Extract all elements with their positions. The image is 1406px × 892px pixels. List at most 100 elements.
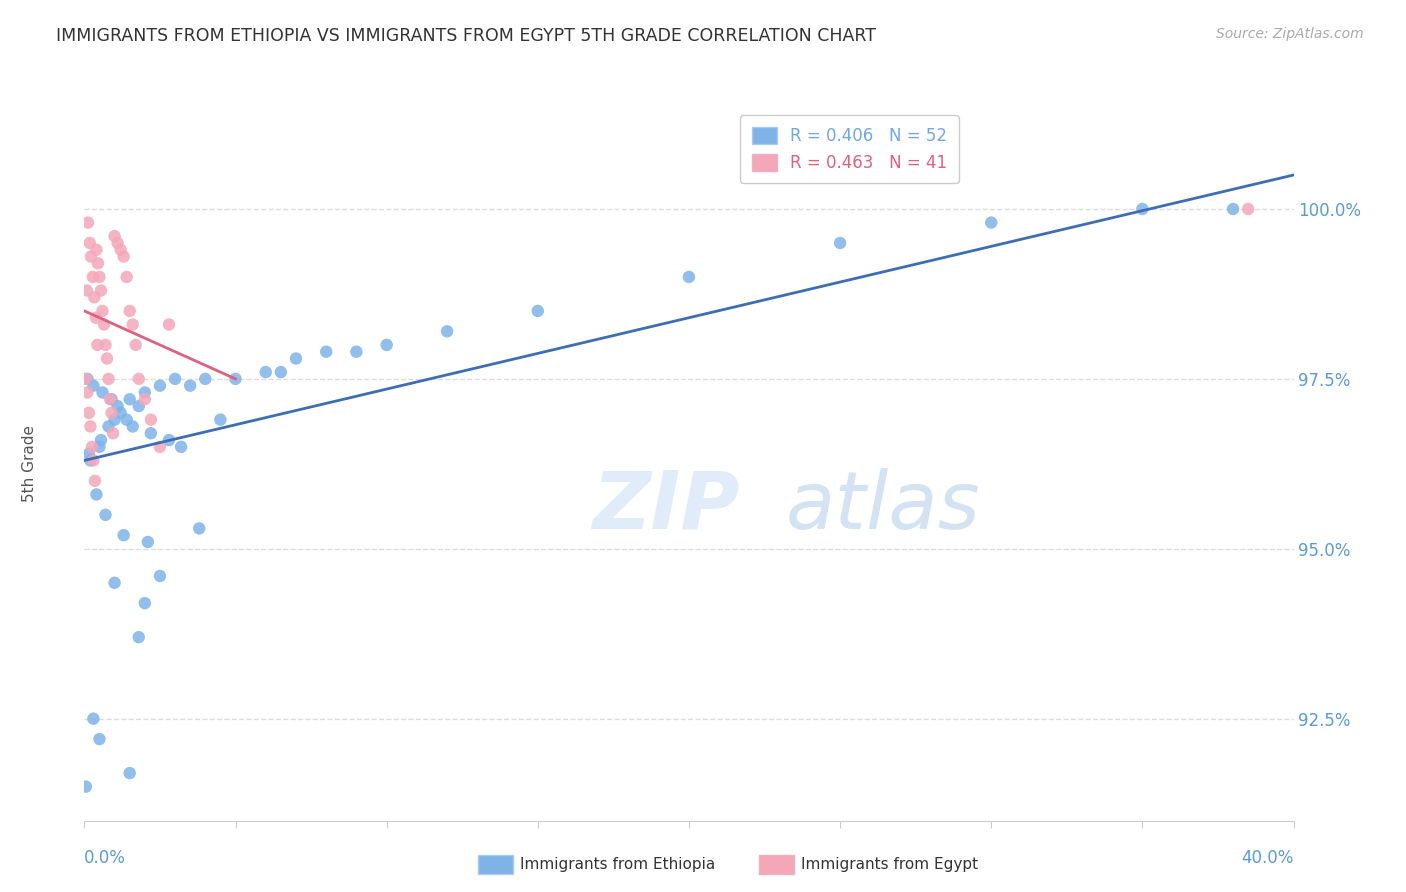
Point	[128, 630, 150, 644]
Point	[76, 284, 98, 298]
Point	[436, 324, 458, 338]
Point	[315, 344, 337, 359]
Point	[89, 269, 111, 284]
Point	[90, 284, 112, 298]
Point	[225, 372, 247, 386]
Point	[75, 780, 97, 794]
Text: 5th Grade: 5th Grade	[22, 425, 38, 502]
Point	[104, 575, 127, 590]
Point	[139, 412, 162, 426]
Point	[134, 392, 156, 407]
Point	[100, 392, 122, 407]
Point	[254, 365, 277, 379]
Point	[121, 419, 143, 434]
Point	[128, 399, 150, 413]
Point	[149, 440, 172, 454]
Text: Immigrants from Ethiopia: Immigrants from Ethiopia	[520, 857, 716, 871]
Point	[90, 433, 112, 447]
Point	[79, 419, 101, 434]
Point	[82, 378, 104, 392]
Point	[84, 310, 107, 325]
Point	[98, 392, 121, 407]
Point	[87, 256, 110, 270]
Point	[89, 440, 111, 454]
Legend: R = 0.406   N = 52, R = 0.463   N = 41: R = 0.406 N = 52, R = 0.463 N = 41	[740, 115, 959, 184]
Text: Source: ZipAtlas.com: Source: ZipAtlas.com	[1216, 27, 1364, 41]
Point	[110, 243, 132, 257]
Point	[76, 385, 98, 400]
Point	[270, 365, 292, 379]
Point	[93, 318, 115, 332]
Point	[86, 338, 108, 352]
Point	[77, 406, 100, 420]
Point	[830, 235, 852, 250]
Point	[86, 243, 108, 257]
Point	[157, 433, 180, 447]
Point	[1222, 202, 1244, 216]
Point	[83, 290, 105, 304]
Text: Immigrants from Egypt: Immigrants from Egypt	[801, 857, 979, 871]
Point	[104, 412, 127, 426]
Point	[165, 372, 187, 386]
Point	[678, 269, 700, 284]
Point	[104, 229, 127, 244]
Point	[136, 535, 159, 549]
Point	[209, 412, 232, 426]
Point	[1132, 202, 1154, 216]
Point	[75, 372, 97, 386]
Point	[77, 447, 100, 461]
Point	[149, 378, 172, 392]
Point	[110, 406, 132, 420]
Text: ZIP: ZIP	[592, 467, 740, 546]
Point	[97, 419, 120, 434]
Point	[134, 385, 156, 400]
Point	[346, 344, 368, 359]
Point	[118, 766, 141, 780]
Point	[112, 250, 135, 264]
Point	[527, 304, 550, 318]
Point	[121, 318, 143, 332]
Point	[107, 399, 129, 413]
Point	[89, 732, 111, 747]
Point	[82, 453, 104, 467]
Point	[1237, 202, 1260, 216]
Point	[285, 351, 308, 366]
Point	[76, 372, 98, 386]
Point	[86, 487, 108, 501]
Point	[84, 474, 107, 488]
Point	[179, 378, 201, 392]
Point	[128, 372, 150, 386]
Point	[139, 426, 162, 441]
Point	[94, 338, 117, 352]
Point	[149, 569, 172, 583]
Text: 40.0%: 40.0%	[1241, 849, 1294, 867]
Point	[79, 453, 101, 467]
Point	[980, 216, 1002, 230]
Point	[91, 385, 114, 400]
Point	[79, 235, 101, 250]
Point	[107, 235, 129, 250]
Point	[80, 440, 103, 454]
Point	[194, 372, 217, 386]
Point	[115, 412, 138, 426]
Point	[80, 250, 103, 264]
Point	[170, 440, 193, 454]
Point	[112, 528, 135, 542]
Point	[101, 426, 124, 441]
Text: atlas: atlas	[786, 467, 980, 546]
Point	[82, 269, 104, 284]
Point	[115, 269, 138, 284]
Point	[375, 338, 398, 352]
Text: 0.0%: 0.0%	[84, 849, 127, 867]
Point	[134, 596, 156, 610]
Point	[125, 338, 148, 352]
Text: IMMIGRANTS FROM ETHIOPIA VS IMMIGRANTS FROM EGYPT 5TH GRADE CORRELATION CHART: IMMIGRANTS FROM ETHIOPIA VS IMMIGRANTS F…	[56, 27, 876, 45]
Point	[91, 304, 114, 318]
Point	[94, 508, 117, 522]
Point	[96, 351, 118, 366]
Point	[77, 216, 100, 230]
Point	[188, 521, 211, 535]
Point	[118, 304, 141, 318]
Point	[118, 392, 141, 407]
Point	[82, 712, 104, 726]
